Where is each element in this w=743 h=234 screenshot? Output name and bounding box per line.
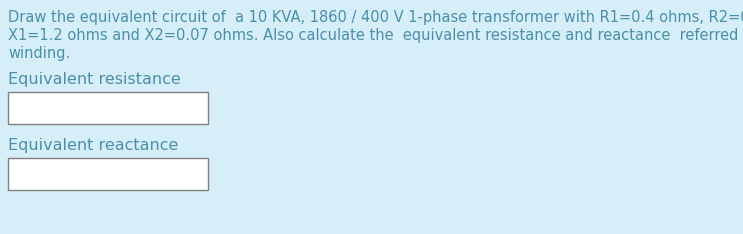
Bar	[8, 92, 208, 124]
Text: Equivalent reactance: Equivalent reactance	[8, 138, 178, 153]
Text: Draw the equivalent circuit of  a 10 KVA, 1860 / 400 V 1-phase transformer with : Draw the equivalent circuit of a 10 KVA,…	[8, 10, 743, 25]
Text: winding.: winding.	[8, 46, 71, 61]
Text: X1=1.2 ohms and X2=0.07 ohms. Also calculate the  equivalent resistance and reac: X1=1.2 ohms and X2=0.07 ohms. Also calcu…	[8, 28, 743, 43]
Bar	[8, 158, 208, 190]
Text: Equivalent resistance: Equivalent resistance	[8, 72, 181, 87]
